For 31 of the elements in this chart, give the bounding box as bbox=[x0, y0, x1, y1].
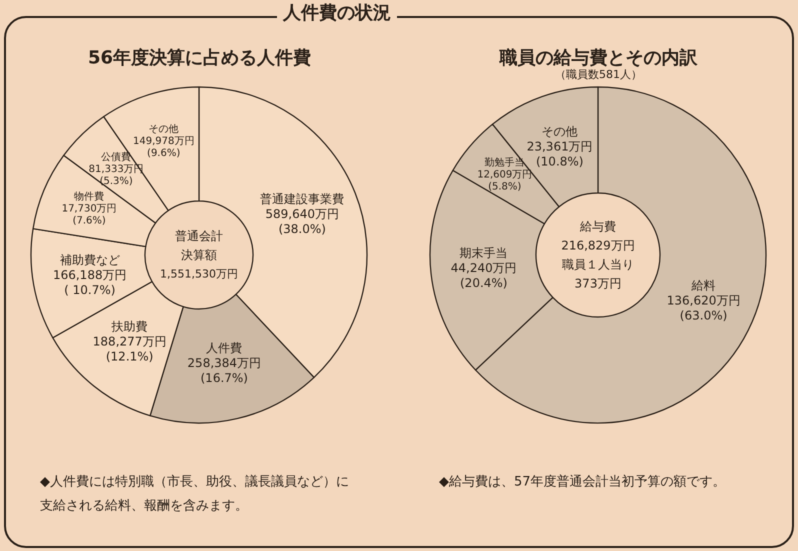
data-label: 589,640万円 (38.0%) bbox=[265, 207, 340, 236]
text: 373万円 bbox=[574, 276, 622, 290]
chart-title: 56年度決算に占める人件費 bbox=[88, 48, 312, 68]
slice-label: 給料 bbox=[690, 278, 716, 293]
slice-label: 物件費 bbox=[74, 190, 104, 203]
slice-label: 扶助費 bbox=[110, 320, 148, 334]
slice-label: 期末手当 bbox=[460, 246, 508, 260]
slice-label: 普通建設事業費 bbox=[260, 192, 344, 206]
data-label: 188,277万円 (12.1%) bbox=[92, 334, 166, 364]
slice-label: 補助費など bbox=[60, 252, 120, 267]
data-label: 136,620万円 (63.0%) bbox=[666, 294, 740, 323]
data-label: 44,240万円 (20.4%) bbox=[450, 260, 517, 290]
text: 職員１人当り bbox=[562, 258, 634, 272]
slice-label: その他 bbox=[148, 122, 179, 135]
text: 給与費 bbox=[579, 220, 616, 234]
text: 決算額 bbox=[181, 248, 217, 262]
chart-subtitle: （職員数581人） bbox=[555, 68, 642, 81]
text: ◆人件費には特別職（市長、助役、議長議員など）に支給される給料、報酬を含みます。 bbox=[40, 474, 349, 514]
slice-label: 人件費 bbox=[206, 341, 242, 356]
data-label: 17,730万円 (7.6%) bbox=[62, 204, 117, 227]
chart-title: 職員の給与費とその内訳 bbox=[498, 48, 698, 68]
data-label: 149,978万円 (9.6%) bbox=[132, 136, 194, 159]
data-label: 166,188万円 ( 10.7%) bbox=[52, 268, 127, 297]
text: 216,829万円 bbox=[561, 238, 635, 252]
text: 人件費の状況 bbox=[282, 2, 391, 24]
slice-label: その他 bbox=[542, 124, 578, 139]
text: 普通会計 bbox=[175, 229, 223, 243]
data-label: 23,361万円 (10.8%) bbox=[526, 140, 593, 169]
text: 1,551,530万円 bbox=[160, 268, 238, 280]
text: ◆給与費は、57年度普通会計当初予算の額です。 bbox=[439, 474, 726, 490]
data-label: 258,384万円 (16.7%) bbox=[187, 356, 262, 386]
